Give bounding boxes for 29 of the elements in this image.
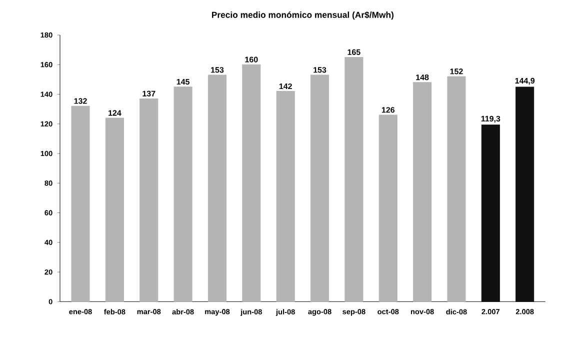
data-label: 119,3 bbox=[481, 116, 500, 123]
bar bbox=[413, 82, 432, 302]
bar bbox=[378, 114, 398, 302]
data-label: 124 bbox=[108, 110, 122, 116]
bar bbox=[105, 118, 124, 302]
bar bbox=[481, 124, 500, 302]
bar bbox=[276, 91, 295, 302]
bar bbox=[447, 76, 466, 302]
data-label: 137 bbox=[142, 90, 156, 96]
bar bbox=[516, 86, 534, 302]
data-label: 142 bbox=[279, 83, 292, 90]
bar bbox=[242, 64, 261, 302]
data-label: 153 bbox=[314, 67, 326, 73]
bar bbox=[208, 74, 226, 302]
data-label: 145 bbox=[176, 79, 190, 85]
data-label: 126 bbox=[382, 107, 394, 113]
data-label: 160 bbox=[245, 56, 258, 62]
data-label: 148 bbox=[416, 74, 429, 80]
bar bbox=[344, 56, 364, 302]
data-label: 144,9 bbox=[515, 78, 535, 85]
bar bbox=[174, 86, 192, 302]
chart-title: Precio medio monómico mensual (Ar$/Mwh) bbox=[212, 11, 394, 20]
bar bbox=[310, 74, 330, 302]
data-label: 165 bbox=[348, 49, 360, 55]
data-label: 132 bbox=[74, 98, 87, 104]
data-label: 153 bbox=[211, 67, 224, 73]
data-label: 152 bbox=[450, 68, 463, 74]
bar bbox=[140, 98, 158, 302]
bar bbox=[71, 106, 90, 302]
